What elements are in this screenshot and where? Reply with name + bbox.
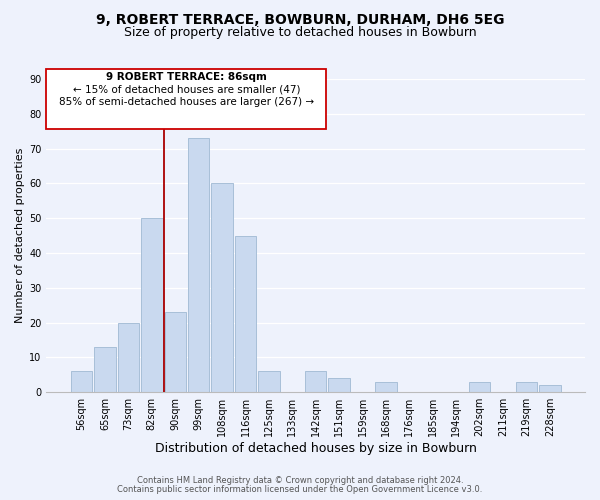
Bar [211, 184, 233, 392]
Bar [305, 372, 326, 392]
Bar [539, 385, 560, 392]
Bar [515, 382, 537, 392]
Bar [94, 347, 116, 392]
Text: ← 15% of detached houses are smaller (47): ← 15% of detached houses are smaller (47… [73, 84, 300, 94]
Y-axis label: Number of detached properties: Number of detached properties [15, 148, 25, 324]
Bar [71, 372, 92, 392]
Text: 9 ROBERT TERRACE: 86sqm: 9 ROBERT TERRACE: 86sqm [106, 72, 267, 82]
Bar [118, 322, 139, 392]
Text: Size of property relative to detached houses in Bowburn: Size of property relative to detached ho… [124, 26, 476, 39]
Bar [235, 236, 256, 392]
X-axis label: Distribution of detached houses by size in Bowburn: Distribution of detached houses by size … [155, 442, 476, 455]
Text: 85% of semi-detached houses are larger (267) →: 85% of semi-detached houses are larger (… [59, 96, 314, 106]
Bar [375, 382, 397, 392]
Text: Contains public sector information licensed under the Open Government Licence v3: Contains public sector information licen… [118, 485, 482, 494]
Bar [469, 382, 490, 392]
Text: Contains HM Land Registry data © Crown copyright and database right 2024.: Contains HM Land Registry data © Crown c… [137, 476, 463, 485]
Bar [258, 372, 280, 392]
Bar [164, 312, 186, 392]
Bar [188, 138, 209, 392]
Text: 9, ROBERT TERRACE, BOWBURN, DURHAM, DH6 5EG: 9, ROBERT TERRACE, BOWBURN, DURHAM, DH6 … [96, 12, 504, 26]
Bar [328, 378, 350, 392]
Bar [141, 218, 163, 392]
